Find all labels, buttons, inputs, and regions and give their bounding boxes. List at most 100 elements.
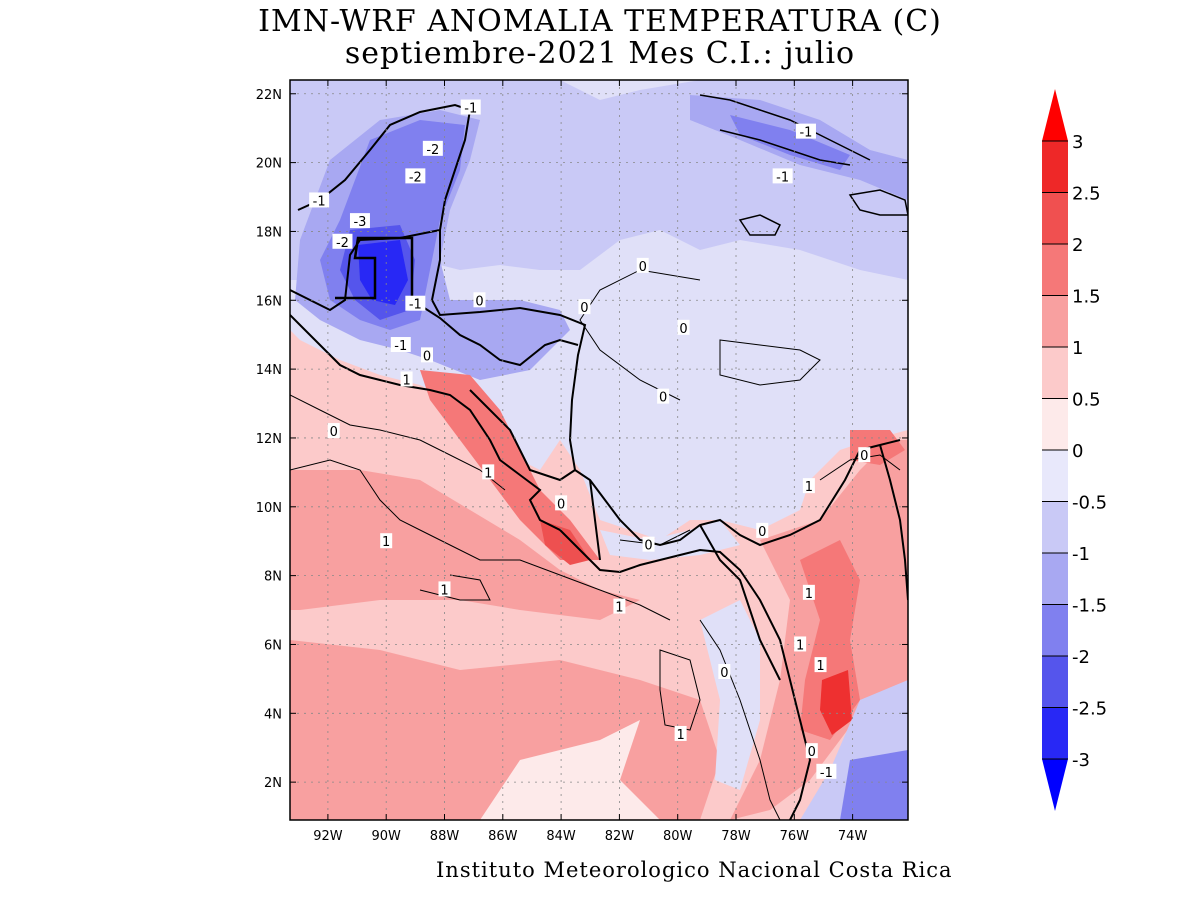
contour-label-bg — [482, 464, 495, 480]
contour-label-bg — [814, 657, 827, 673]
chart-title: IMN-WRF ANOMALIA TEMPERATURA (C) — [258, 4, 942, 39]
contour-label: 0 — [659, 391, 667, 406]
contour-label-bg — [390, 337, 411, 353]
contour-label-bg — [858, 447, 871, 463]
colorbar-segment — [1042, 347, 1068, 399]
contour-label: 0 — [679, 322, 687, 337]
contour-label-bg — [578, 299, 591, 315]
contour-label: -1 — [394, 339, 407, 354]
border-guatemala — [335, 236, 414, 300]
contour-label: 0 — [808, 745, 816, 760]
lon-tick-label: 92W — [313, 829, 343, 844]
lat-tick-label: 20N — [256, 157, 282, 172]
contour-label-bg — [349, 213, 370, 229]
contour-label-bg — [756, 522, 769, 538]
contour-label-bg — [805, 743, 818, 759]
contour-label: -1 — [776, 170, 789, 185]
contour-label-bg — [674, 725, 687, 741]
border-honduras — [411, 299, 579, 367]
field-cuba-dark — [730, 115, 850, 170]
colorbar-top-arrow — [1042, 89, 1068, 141]
contour-label-bg — [473, 292, 486, 308]
lat-tick-label: 8N — [264, 570, 282, 585]
colorbar-label: 0.5 — [1072, 390, 1101, 411]
contour-label: -2 — [426, 143, 439, 158]
lon-tick-label: 90W — [371, 829, 401, 844]
border-colombia-venezuela — [879, 444, 908, 601]
contour-label-bg — [332, 233, 353, 249]
lon-tick-label: 84W — [546, 829, 576, 844]
contour-label-bg — [794, 636, 807, 652]
lat-tick-label: 4N — [264, 707, 282, 722]
contour-label: 1 — [796, 638, 804, 653]
contour-label: 0 — [423, 349, 431, 364]
contour-label: 0 — [644, 539, 652, 554]
contour-label: 1 — [615, 601, 623, 616]
coast-jamaica — [738, 214, 782, 236]
contour-labels: -1-2-2-1-3-2-1 0-101-1-100000101110010111… — [309, 99, 871, 781]
field-centralam-warm — [420, 370, 600, 560]
contour-one-lower — [419, 574, 491, 601]
contour-label-bg — [405, 295, 426, 311]
contour-label-bg — [802, 478, 815, 494]
contour-label-bg — [795, 123, 816, 139]
colorbar-label: 0 — [1072, 441, 1083, 462]
lat-tick-label: 2N — [264, 776, 282, 791]
contour-label-bg — [405, 168, 426, 184]
colorbar-bottom-arrow — [1042, 759, 1068, 811]
contour-label-bg — [718, 664, 731, 679]
contour-label: 0 — [330, 425, 338, 440]
colorbar-label: 2 — [1072, 235, 1083, 256]
contour-zero-colombia — [699, 619, 781, 820]
contour-label: 1 — [440, 583, 448, 598]
colorbar-label: -1 — [1072, 544, 1090, 565]
field-cr-warm — [540, 520, 590, 565]
border-nicaragua — [469, 389, 576, 482]
longitude-ticks: 92W 90W 88W 86W 84W 82W 80W 78W 76W 74W — [313, 80, 867, 844]
colorbar-segment — [1042, 707, 1068, 759]
contour-label: -1 — [464, 102, 477, 117]
contour-label: 0 — [580, 301, 588, 316]
lat-tick-label: 10N — [256, 501, 282, 516]
contour-label-bg — [613, 598, 626, 614]
contour-label: 0 — [475, 294, 483, 309]
contour-label: -1 — [820, 766, 833, 781]
contour-label: 1 — [402, 373, 410, 388]
field-colombia-hot — [820, 670, 852, 735]
contour-label-bg — [421, 347, 434, 363]
colorbar-segment — [1042, 244, 1068, 296]
contour-label: 0 — [639, 260, 647, 275]
colorbar-label: 3 — [1072, 132, 1083, 153]
lon-tick-label: 78W — [721, 829, 751, 844]
lat-tick-label: 6N — [264, 638, 282, 653]
field-pacific-light — [290, 720, 660, 820]
lat-tick-label: 12N — [256, 432, 282, 447]
contour-label: 1 — [676, 728, 684, 743]
colorbar-label: -3 — [1072, 750, 1090, 771]
contour-label-bg — [380, 533, 393, 549]
coast-cuba — [699, 94, 871, 166]
contour-zero-east2 — [719, 339, 821, 386]
institution-credit: Instituto Meteorologico Nacional Costa R… — [436, 858, 953, 882]
colorbar-segment — [1042, 450, 1068, 502]
contour-label-bg — [636, 257, 649, 273]
contour-label: 0 — [758, 525, 766, 540]
contour-label: 1 — [816, 659, 824, 674]
contour-label: -1 — [409, 298, 422, 313]
contour-one-eastpac — [659, 649, 701, 731]
coastlines — [290, 94, 908, 820]
lon-tick-label: 82W — [605, 829, 635, 844]
contour-zero-pan — [619, 529, 691, 546]
colorbar-segment — [1042, 656, 1068, 708]
contour-label-bg — [400, 371, 413, 387]
border-costarica-panama — [589, 479, 601, 561]
contour-label: -2 — [336, 236, 349, 251]
field-andes-blue — [840, 750, 908, 820]
contour-label-bg — [816, 763, 837, 779]
lon-tick-label: 86W — [488, 829, 518, 844]
contour-label-bg — [309, 192, 330, 208]
lon-tick-label: 76W — [780, 829, 810, 844]
lon-tick-label: 88W — [430, 829, 460, 844]
colorbar-label: -0.5 — [1072, 493, 1107, 514]
